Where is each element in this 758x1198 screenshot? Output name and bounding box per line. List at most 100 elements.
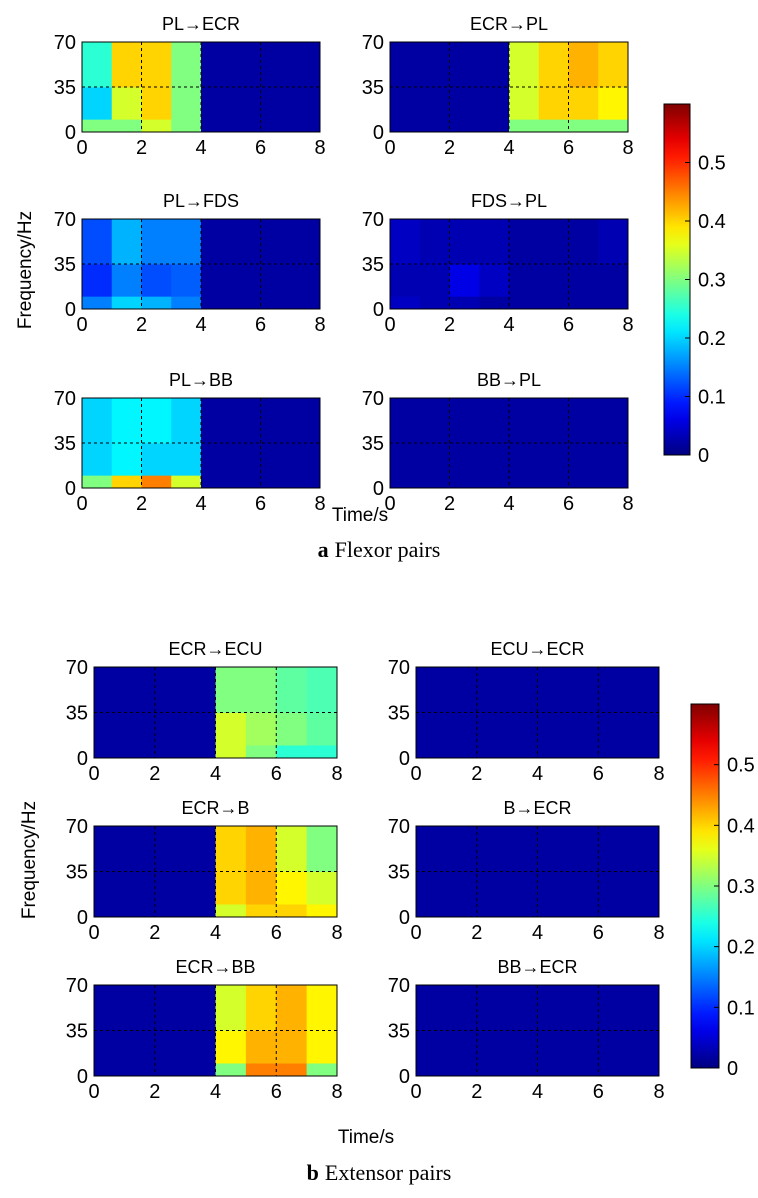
x-tick-label: 2	[136, 314, 147, 336]
y-tick-label: 35	[362, 433, 384, 455]
heatmap-cell	[230, 443, 261, 476]
heatmap-cell	[94, 985, 125, 1031]
panel-title: ECR→ECU	[168, 639, 262, 659]
heatmap-cell	[538, 119, 569, 133]
y-tick-label: 70	[388, 975, 410, 997]
heatmap-cell	[111, 119, 142, 133]
heatmap-cell	[567, 1063, 599, 1077]
heatmap-cell	[185, 1030, 216, 1064]
heatmap-cell	[567, 904, 599, 918]
y-tick-label: 0	[399, 907, 410, 929]
x-tick-label: 4	[210, 1081, 221, 1103]
y-tick-label: 0	[77, 1066, 88, 1088]
x-tick-label: 8	[653, 763, 664, 785]
heatmap-cell	[507, 1063, 538, 1077]
heatmap-cell	[598, 398, 629, 444]
x-tick-label: 4	[195, 137, 206, 159]
heatmap-cell	[141, 87, 172, 120]
heatmap-cell	[290, 398, 321, 444]
heatmap-cell	[567, 667, 599, 713]
heatmap-cell	[276, 667, 308, 713]
y-tick-label: 70	[66, 975, 88, 997]
heatmap-cell	[449, 398, 480, 444]
heatmap-cell	[390, 443, 421, 476]
heatmap-cell	[446, 1063, 478, 1077]
heatmap-cell	[509, 42, 540, 88]
heatmap-cell	[276, 1030, 308, 1064]
heatmap-cell	[598, 871, 630, 905]
heatmap-cell	[537, 712, 569, 746]
x-tick-label: 8	[314, 493, 325, 515]
x-tick-label: 2	[471, 1081, 482, 1103]
heatmap-cell	[416, 1063, 447, 1077]
x-tick-label: 8	[653, 1081, 664, 1103]
x-tick-label: 8	[331, 763, 342, 785]
heatmap-cell	[260, 42, 291, 88]
y-tick-label: 35	[66, 862, 88, 884]
x-tick-label: 6	[563, 314, 574, 336]
heatmap-cell	[82, 264, 113, 297]
heatmap-cell	[215, 667, 247, 713]
y-tick-label: 35	[54, 77, 76, 99]
heatmap-cell	[509, 219, 540, 265]
panel: 0 2 4 6 8 0 35 70 ECR→BB	[66, 957, 343, 1103]
heatmap-cell	[185, 745, 216, 759]
x-tick-label: 0	[384, 137, 395, 159]
heatmap-cell	[230, 296, 261, 310]
heatmap-cell	[171, 398, 202, 444]
x-tick-label: 0	[88, 1081, 99, 1103]
heatmap-cell	[201, 87, 232, 120]
heatmap-cell	[446, 871, 478, 905]
heatmap-cell	[111, 42, 142, 88]
panel: 0 2 4 6 8 0 35 70 ECR→ECU	[66, 639, 343, 785]
heatmap-cell	[171, 475, 202, 489]
heatmap-cell	[276, 871, 308, 905]
heatmap-cell	[476, 1030, 508, 1064]
caption: b Extensor pairs	[307, 1160, 452, 1185]
heatmap-cell	[245, 871, 277, 905]
heatmap-cell	[509, 443, 540, 476]
colorbar-tick-label: 0.1	[727, 997, 755, 1019]
heatmap-cell	[479, 296, 510, 310]
x-tick-label: 8	[331, 1081, 342, 1103]
heatmap-cell	[185, 904, 216, 918]
heatmap-cell	[185, 985, 216, 1031]
heatmap-cell	[171, 264, 202, 297]
heatmap-cell	[141, 296, 172, 310]
heatmap-cell	[306, 745, 338, 759]
heatmap-cell	[201, 219, 232, 265]
x-tick-label: 6	[271, 763, 282, 785]
heatmap-cell	[507, 667, 538, 713]
heatmap-cell	[507, 871, 538, 905]
heatmap-cell	[598, 1063, 630, 1077]
heatmap-cell	[419, 475, 450, 489]
heatmap-cell	[82, 398, 113, 444]
x-tick-label: 2	[149, 763, 160, 785]
heatmap-cell	[628, 712, 660, 746]
heatmap-cell	[94, 1063, 125, 1077]
heatmap-cell	[449, 264, 480, 297]
heatmap-cell	[598, 826, 630, 872]
x-tick-label: 8	[653, 922, 664, 944]
heatmap-cell	[509, 475, 540, 489]
heatmap-cell	[111, 398, 142, 444]
heatmap-cell	[276, 904, 308, 918]
heatmap-cell	[419, 87, 450, 120]
x-tick-label: 6	[255, 493, 266, 515]
heatmap-cell	[171, 87, 202, 120]
x-tick-label: 8	[314, 137, 325, 159]
heatmap-cell	[215, 712, 247, 746]
heatmap-cell	[568, 398, 599, 444]
panel: 0 2 4 6 8 0 35 70 ECR→B	[66, 798, 343, 944]
heatmap-cell	[154, 745, 186, 759]
heatmap-cell	[476, 826, 508, 872]
heatmap-cell	[598, 296, 629, 310]
heatmap-cell	[245, 667, 277, 713]
heatmap-cell	[598, 219, 629, 265]
heatmap-cell	[568, 42, 599, 88]
heatmap-cell	[628, 871, 660, 905]
y-tick-label: 0	[77, 748, 88, 770]
heatmap-cell	[94, 712, 125, 746]
heatmap-cell	[628, 985, 660, 1031]
panel-title: PL→BB	[169, 370, 233, 390]
